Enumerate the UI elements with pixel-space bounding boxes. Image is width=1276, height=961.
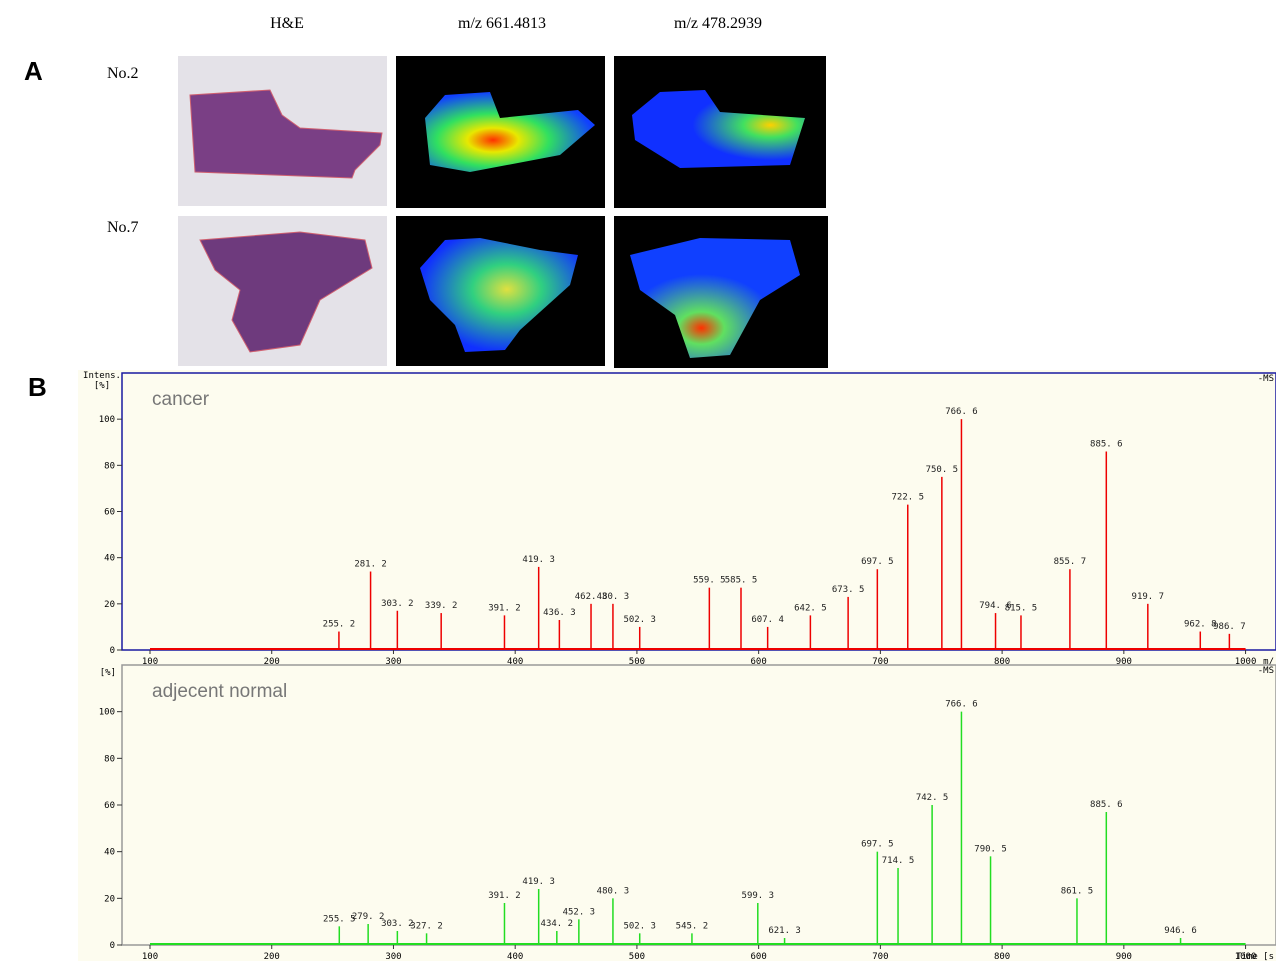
peak-label: 480. 3 [597,886,630,896]
peak-label: 327. 2 [410,921,443,931]
x-tick-label: 100 [142,952,158,961]
peak-label: 339. 2 [425,601,458,611]
y-tick-label: 40 [104,554,115,564]
he-image [178,56,387,206]
peak-label: 766. 6 [945,407,978,417]
he-image [178,216,387,366]
peak-label: 436. 3 [543,608,576,618]
peak-label: 742. 5 [916,793,949,803]
column-header: H&E [270,15,304,32]
y-tick-label: 60 [104,508,115,518]
spectrum-title: cancer [152,389,210,410]
y-tick-label: 40 [104,848,115,858]
corner-label: -MS [1258,374,1274,384]
peak-label: 419. 3 [522,555,555,565]
x-tick-label: 400 [507,952,523,961]
y-axis-label: [%] [100,668,116,678]
y-axis-label: [%] [94,381,110,391]
peak-label: 855. 7 [1054,557,1087,567]
peak-label: 303. 2 [381,599,414,609]
x-axis-label: Time [s [1236,952,1274,961]
peak-label: 502. 3 [623,615,656,625]
peak-label: 962. 8 [1184,620,1217,630]
peak-label: 722. 5 [892,493,925,503]
panel-label: B [28,372,47,402]
msi-image [614,56,826,208]
peak-label: 815. 5 [1005,603,1038,613]
peak-label: 391. 2 [488,891,521,901]
msi-image [396,56,605,208]
x-tick-label: 900 [1116,952,1132,961]
peak-label: 303. 2 [381,919,414,929]
x-tick-label: 600 [751,952,767,961]
peak-label: 885. 6 [1090,800,1123,810]
peak-label: 281. 2 [354,560,387,570]
y-axis-label: Intens. [83,371,121,381]
y-tick-label: 100 [99,415,115,425]
y-tick-label: 20 [104,600,115,610]
spectrum-title: adjecent normal [152,681,287,702]
y-tick-label: 100 [99,708,115,718]
peak-label: 861. 5 [1061,886,1094,896]
peak-label: 986. 7 [1213,622,1246,632]
peak-label: 642. 5 [794,603,827,613]
x-tick-label: 200 [264,952,280,961]
peak-label: 621. 3 [768,926,801,936]
peak-label: 946. 6 [1164,926,1197,936]
x-tick-label: 300 [385,952,401,961]
peak-label: 559. 5 [693,576,726,586]
peak-label: 697. 5 [861,840,894,850]
peak-label: 434. 2 [541,919,574,929]
peak-label: 750. 5 [926,465,959,475]
peak-label: 419. 3 [522,877,555,887]
y-tick-label: 0 [110,941,115,951]
peak-label: 585. 5 [725,576,758,586]
y-tick-label: 20 [104,894,115,904]
msi-image [396,216,605,366]
row-label: No.2 [107,65,139,82]
row-label: No.7 [107,219,139,236]
column-header: m/z 478.2939 [674,15,762,32]
peak-label: 452. 3 [563,907,596,917]
peak-label: 885. 6 [1090,439,1123,449]
peak-label: 502. 3 [623,921,656,931]
y-tick-label: 80 [104,754,115,764]
peak-label: 599. 3 [742,891,775,901]
msi-image [614,216,828,368]
peak-label: 697. 5 [861,557,894,567]
x-tick-label: 700 [872,952,888,961]
peak-label: 714. 5 [882,856,915,866]
peak-label: 480. 3 [597,592,630,602]
peak-label: 279. 2 [352,912,385,922]
column-header: m/z 661.4813 [458,15,546,32]
y-tick-label: 60 [104,801,115,811]
peak-label: 790. 5 [974,844,1007,854]
peak-label: 607. 4 [751,615,784,625]
x-tick-label: 500 [629,952,645,961]
panel-label: A [24,56,43,86]
y-tick-label: 80 [104,461,115,471]
figure: A B H&E m/z 661.4813 m/z 478.2939 No.2 N… [0,0,1276,961]
x-tick-label: 800 [994,952,1010,961]
peak-label: 673. 5 [832,585,865,595]
y-tick-label: 0 [110,646,115,656]
peak-label: 919. 7 [1132,592,1165,602]
peak-label: 255. 5 [323,914,356,924]
corner-label: -MS [1258,666,1274,676]
peak-label: 391. 2 [488,603,521,613]
peak-label: 255. 2 [323,620,356,630]
peak-label: 766. 6 [945,700,978,710]
peak-label: 545. 2 [676,921,709,931]
